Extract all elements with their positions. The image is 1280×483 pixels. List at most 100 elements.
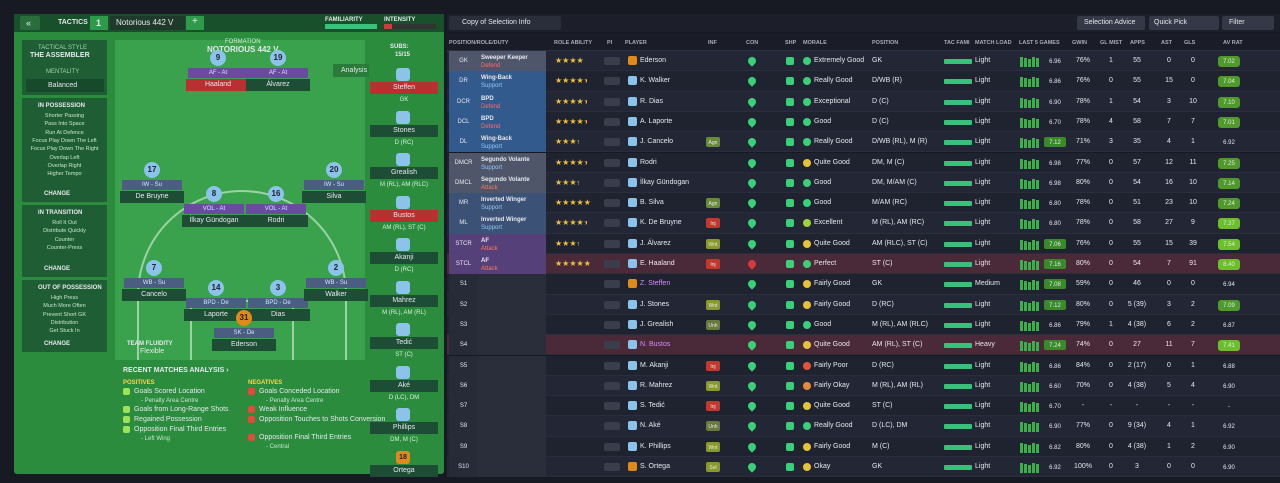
player-name[interactable]: J. Stones [640, 300, 670, 308]
player-name[interactable]: Ederson [230, 341, 258, 348]
column-header[interactable]: TAC FAMI [944, 40, 970, 46]
column-header[interactable]: PLAYER [625, 40, 647, 46]
player-name[interactable]: İlkay Gündogan [640, 178, 690, 186]
analysis-label[interactable]: Analysis [341, 67, 368, 74]
player-name[interactable]: N. Aké [640, 422, 661, 430]
column-header[interactable]: PI [607, 40, 613, 46]
stat-apps: 2 (17) [1127, 361, 1147, 369]
av-rat-badge [1218, 96, 1240, 108]
slot-cell [449, 335, 478, 356]
player-name[interactable]: J. Álvarez [640, 239, 671, 247]
player-name[interactable]: Z. Steffen [640, 280, 671, 288]
player-name[interactable]: R. Dias [640, 97, 663, 105]
player-name[interactable]: Rodri [267, 217, 285, 224]
column-header[interactable]: POSITION [872, 40, 899, 46]
sub-name[interactable]: Ortega [393, 466, 415, 474]
player-name[interactable]: Silva [326, 193, 342, 200]
formation-name[interactable]: NOTORIOUS 442 V [207, 45, 279, 54]
column-header[interactable]: GWIN [1072, 40, 1087, 46]
form-bar [1032, 300, 1035, 311]
table-row [447, 396, 1280, 417]
inf-badge [706, 319, 720, 330]
sub-name[interactable]: Akanji [394, 254, 414, 261]
sub-name[interactable]: Steffen [392, 84, 416, 91]
view-name[interactable]: Copy of Selection Info [462, 19, 531, 26]
player-name[interactable]: S. Tedić [640, 402, 665, 410]
player-name[interactable]: B. Silva [640, 199, 664, 207]
stat-gwin: 78% [1075, 117, 1090, 125]
slot-cell [449, 355, 478, 376]
column-header[interactable]: MATCH LOAD [975, 40, 1012, 46]
player-name[interactable]: Haaland [204, 81, 232, 88]
match-load: Light [975, 361, 991, 369]
shirt-number: 14 [211, 283, 221, 292]
filter-label[interactable]: Filter [1229, 19, 1245, 26]
column-header[interactable]: POSITION/ROLE/DUTY [449, 40, 509, 46]
sub-name[interactable]: Aké [397, 381, 411, 389]
player-name[interactable]: S. Ortega [640, 463, 670, 470]
tactic-name[interactable]: Notorious 442 V [116, 18, 174, 27]
slot-cell [449, 132, 478, 153]
player-name[interactable]: K. Phillips [640, 442, 671, 450]
player-name[interactable]: Cancelo [141, 291, 167, 298]
player-name[interactable]: K. De Bruyne [640, 219, 682, 227]
column-header[interactable]: CON [746, 40, 759, 46]
column-header[interactable]: GL MIST [1100, 40, 1123, 46]
formation-label: FORMATION [225, 39, 261, 45]
player-name[interactable]: K. Walker [640, 77, 671, 85]
match-load: Medium [975, 280, 1000, 288]
player-name[interactable]: E. Haaland [640, 260, 675, 267]
column-header[interactable]: ROLE ABILITY [554, 40, 592, 46]
table-row [447, 193, 1280, 214]
sub-name[interactable]: Grealish [390, 169, 418, 176]
player-name[interactable]: J. Cancelo [640, 138, 674, 146]
change-button[interactable]: CHANGE [44, 341, 71, 347]
player-name[interactable]: Laporte [204, 311, 228, 318]
stat-glmist: 0 [1109, 77, 1113, 85]
player-name[interactable]: De Bruyne [135, 193, 169, 200]
player-name[interactable]: İlkay Gündogan [189, 217, 239, 224]
sub-name[interactable]: Bustos [393, 211, 415, 219]
change-button[interactable]: CHANGE [44, 191, 71, 197]
player-name[interactable]: M. Akanji [640, 361, 669, 369]
advice-label[interactable]: Selection Advice [1084, 19, 1136, 26]
player-name[interactable]: N. Bustos [640, 341, 671, 349]
player-name[interactable]: Rodri [640, 158, 657, 166]
column-header[interactable]: APPS [1130, 40, 1145, 46]
sharpness-icon [786, 463, 794, 471]
player-name[interactable]: J. Grealish [640, 320, 674, 328]
form-bar [1024, 118, 1027, 128]
analysis-item: Goals from Long-Range Shots [134, 406, 229, 413]
player-shirt [628, 259, 637, 268]
familiarity-label: FAMILIARITY [325, 17, 363, 23]
player-name[interactable]: R. Mahrez [640, 381, 673, 389]
sub-shirt [396, 110, 410, 124]
column-header[interactable]: SHP [785, 40, 797, 46]
mentality[interactable]: Balanced [48, 82, 78, 89]
back-icon[interactable]: « [26, 18, 32, 28]
player-name[interactable]: Dias [270, 311, 285, 318]
column-header[interactable]: AST [1161, 40, 1172, 46]
analysis-title[interactable]: RECENT MATCHES ANALYSIS › [123, 367, 229, 374]
quick-pick-label[interactable]: Quick Pick [1154, 19, 1188, 26]
stat-gwin: 80% [1075, 442, 1090, 450]
column-header[interactable]: MORALE [803, 40, 827, 46]
sub-name[interactable]: Stones [393, 126, 415, 134]
player-name[interactable]: Ederson [640, 57, 667, 64]
stat-ast: 1 [1167, 442, 1171, 450]
sub-name[interactable]: Mahrez [392, 296, 416, 304]
column-header[interactable]: AV RAT [1223, 40, 1243, 46]
form-bar [1028, 262, 1031, 270]
player-name[interactable]: Álvarez [266, 81, 290, 88]
role-cell [478, 436, 546, 457]
player-name[interactable]: Walker [325, 291, 347, 298]
column-header[interactable]: GLS [1184, 40, 1196, 46]
change-button[interactable]: CHANGE [44, 266, 71, 272]
sub-name[interactable]: Phillips [392, 424, 416, 431]
sub-name[interactable]: Tedić [395, 339, 413, 346]
column-header[interactable]: LAST 5 GAMES [1019, 40, 1060, 46]
column-header[interactable]: INF [708, 40, 717, 46]
add-icon[interactable]: + [192, 16, 198, 27]
player-name[interactable]: A. Laporte [640, 117, 673, 125]
player-shirt [628, 279, 637, 289]
